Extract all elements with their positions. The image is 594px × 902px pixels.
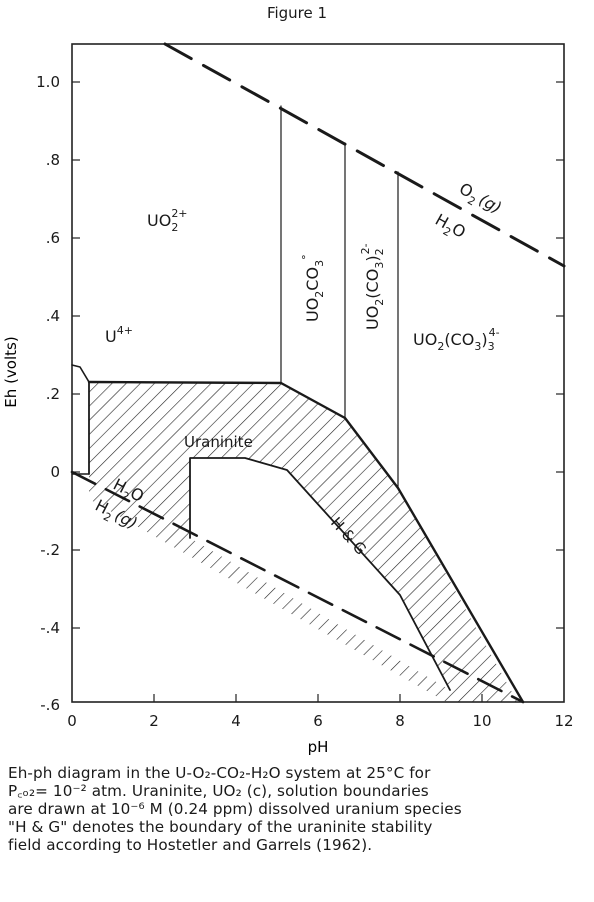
caption-line: Eh-ph diagram in the U-O₂-CO₂-H₂O system…	[8, 764, 431, 782]
label-uo2co32-vertical: UO2(CO3)22-	[359, 243, 386, 330]
label-uo2co3-vertical: UO2CO3°	[300, 254, 326, 322]
y-tick-label: -.2	[40, 541, 60, 559]
eh-ph-diagram: 1.0 .8 .6 .4 .2 0 -.2 -.4 -.6 0 2 4 6 8 …	[2, 42, 574, 756]
y-tick-label: .6	[46, 229, 60, 247]
x-tick-label: 6	[313, 712, 323, 730]
caption-line: field according to Hostetler and Garrels…	[8, 836, 373, 854]
hg-boundary	[189, 457, 451, 691]
x-tick-label: 10	[472, 712, 491, 730]
y-axis-title: Eh (volts)	[2, 336, 20, 407]
x-tick-label: 2	[149, 712, 159, 730]
o2-h2o-boundary	[163, 42, 566, 268]
x-axis-title: pH	[308, 738, 329, 756]
y-tick-label: .4	[46, 307, 60, 325]
label-o2-gas: O2(g)	[454, 179, 505, 221]
y-tick-label: -.4	[40, 619, 60, 637]
h2o-h2-boundary	[70, 470, 525, 704]
y-tick-label: 1.0	[36, 73, 60, 91]
u4-uo2-boundary	[71, 364, 90, 383]
y-tick-label: .2	[46, 385, 60, 403]
x-tick-label: 12	[554, 712, 573, 730]
x-tick-label: 4	[231, 712, 241, 730]
caption-line: are drawn at 10⁻⁶ M (0.24 ppm) dissolved…	[8, 800, 462, 818]
label-h2o-upper: H2O	[430, 210, 469, 245]
figure-title: Figure 1	[266, 4, 328, 22]
label-u4plus: U4+	[105, 324, 133, 346]
x-tick-label: 0	[67, 712, 77, 730]
y-tick-label: .8	[46, 151, 60, 169]
label-uraninite: Uraninite	[184, 433, 253, 451]
y-tick-label: 0	[50, 463, 60, 481]
y-tick-label: -.6	[40, 696, 60, 714]
x-tick-marks	[153, 694, 483, 702]
figure-caption: Eh-ph diagram in the U-O₂-CO₂-H₂O system…	[8, 764, 592, 854]
caption-line: "H & G" denotes the boundary of the uran…	[8, 818, 433, 836]
x-tick-label: 8	[395, 712, 405, 730]
label-uo2co33: UO2(CO3)34-	[413, 326, 500, 353]
caption-line: P꜀ₒ₂= 10⁻² atm. Uraninite, UO₂ (c), solu…	[8, 782, 429, 800]
label-uo2-2plus: UO22+	[147, 207, 188, 234]
